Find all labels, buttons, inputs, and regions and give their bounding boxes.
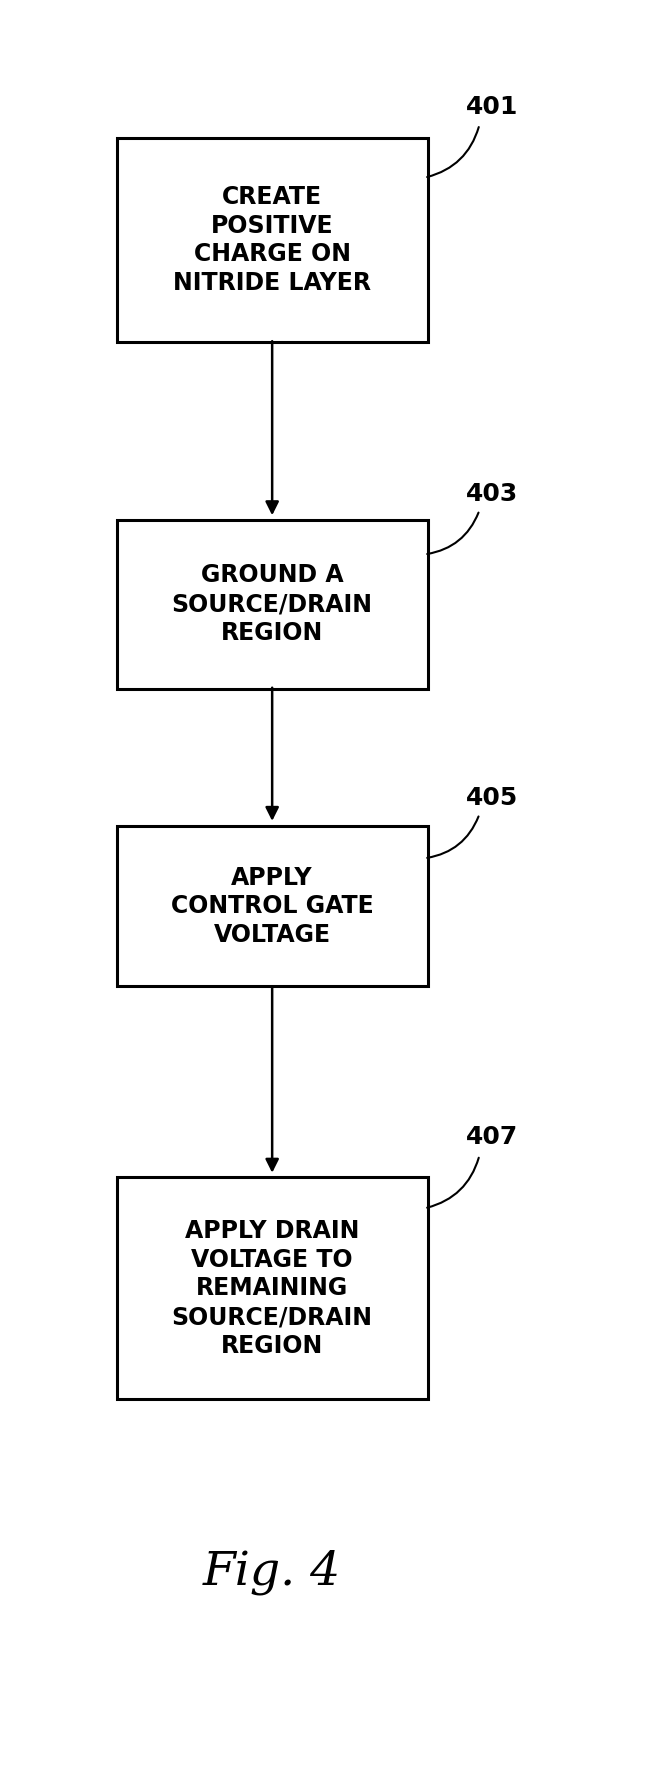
Text: 401: 401 — [467, 94, 518, 119]
Text: GROUND A
SOURCE/DRAIN
REGION: GROUND A SOURCE/DRAIN REGION — [172, 563, 373, 645]
Text: 403: 403 — [467, 482, 518, 506]
Bar — [117, 137, 428, 341]
Bar — [117, 519, 428, 688]
Text: CREATE
POSITIVE
CHARGE ON
NITRIDE LAYER: CREATE POSITIVE CHARGE ON NITRIDE LAYER — [173, 185, 371, 295]
Bar — [117, 826, 428, 986]
Text: 405: 405 — [467, 785, 518, 810]
Text: 407: 407 — [467, 1125, 518, 1150]
Text: APPLY DRAIN
VOLTAGE TO
REMAINING
SOURCE/DRAIN
REGION: APPLY DRAIN VOLTAGE TO REMAINING SOURCE/… — [172, 1219, 373, 1358]
Text: Fig. 4: Fig. 4 — [203, 1550, 341, 1596]
Text: APPLY
CONTROL GATE
VOLTAGE: APPLY CONTROL GATE VOLTAGE — [171, 865, 373, 947]
Bar — [117, 1178, 428, 1400]
